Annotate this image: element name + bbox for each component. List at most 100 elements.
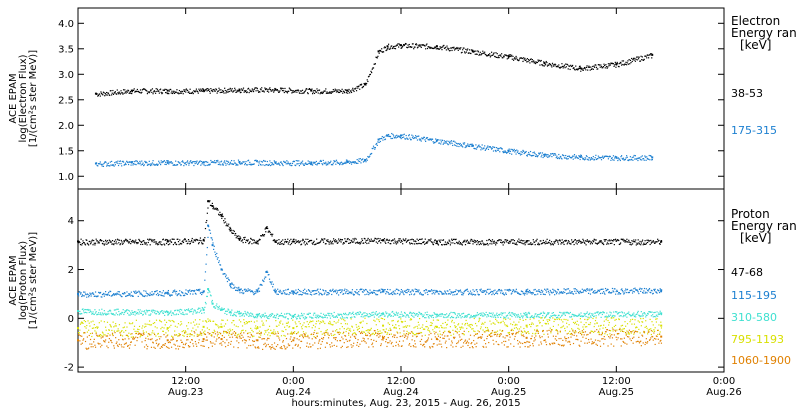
electron-point: [175, 160, 177, 162]
electron-point: [166, 161, 169, 164]
proton-point: [589, 315, 592, 317]
electron-point: [470, 49, 473, 51]
proton-point: [609, 242, 612, 245]
electron-point: [268, 91, 270, 93]
proton-point: [330, 290, 332, 292]
electron-point: [472, 51, 474, 53]
electron-point: [456, 46, 458, 49]
proton-point: [124, 310, 126, 312]
electron-point: [531, 154, 534, 157]
proton-point: [488, 239, 490, 241]
proton-point: [307, 293, 309, 295]
proton-point: [305, 293, 307, 295]
proton-point: [151, 332, 153, 334]
proton-point: [555, 291, 557, 293]
electron-point: [628, 58, 630, 61]
proton-point: [105, 326, 107, 328]
proton-point: [473, 316, 475, 318]
proton-point: [447, 242, 450, 245]
electron-point: [516, 149, 518, 151]
proton-point: [525, 242, 527, 244]
electron-point: [272, 89, 274, 91]
proton-point: [307, 313, 310, 316]
proton-point: [231, 232, 233, 234]
electron-point: [419, 44, 421, 46]
proton-point: [467, 313, 469, 316]
electron-point: [586, 65, 588, 67]
proton-point: [101, 312, 104, 314]
electron-point: [633, 154, 635, 157]
electron-point: [491, 54, 493, 56]
proton-point: [556, 240, 558, 242]
proton-point: [272, 313, 274, 315]
electron-point: [182, 93, 184, 95]
proton-point: [228, 334, 230, 336]
proton-point: [611, 316, 613, 318]
proton-point: [361, 238, 363, 240]
electron-point: [465, 48, 467, 51]
proton-point: [260, 283, 262, 286]
electron-point: [144, 88, 146, 90]
electron-point: [534, 62, 537, 65]
electron-point: [475, 148, 478, 150]
proton-point: [106, 313, 109, 315]
proton-point: [285, 293, 288, 295]
electron-point: [102, 165, 105, 168]
proton-point: [437, 243, 439, 245]
proton-point: [233, 314, 235, 316]
proton-point: [86, 242, 88, 244]
proton-point: [103, 292, 105, 295]
electron-point: [264, 160, 267, 162]
proton-point: [526, 293, 528, 295]
proton-point: [116, 330, 118, 332]
proton-point: [312, 290, 315, 292]
proton-point: [192, 327, 194, 329]
proton-point: [376, 294, 379, 296]
electron-point: [571, 65, 573, 67]
proton-point: [619, 243, 621, 245]
proton-point: [214, 307, 216, 309]
electron-point: [286, 91, 288, 93]
electron-point: [117, 164, 120, 167]
proton-point: [158, 335, 160, 338]
proton-point: [326, 239, 328, 241]
proton-point: [567, 288, 570, 290]
proton-point: [508, 311, 511, 314]
proton-point: [133, 311, 135, 314]
proton-point: [172, 238, 174, 240]
proton-point: [134, 292, 136, 294]
proton-point: [342, 317, 344, 319]
proton-point: [601, 312, 603, 314]
proton-point: [258, 290, 261, 292]
electron-point: [267, 89, 269, 91]
proton-point: [338, 314, 340, 316]
proton-point: [123, 313, 125, 316]
proton-point: [474, 240, 477, 242]
proton-point: [125, 334, 127, 337]
proton-point: [579, 290, 582, 292]
electron-point: [436, 47, 439, 50]
electron-point: [370, 153, 372, 155]
electron-point: [121, 165, 123, 167]
electron-point: [431, 138, 433, 140]
proton-point: [346, 289, 348, 291]
electron-ylabel-line: log(Electron Flux): [18, 54, 29, 142]
electron-point: [229, 163, 231, 165]
proton-point: [106, 293, 108, 296]
proton-point: [192, 241, 195, 243]
electron-point: [280, 88, 282, 90]
proton-point: [225, 225, 227, 227]
electron-point: [522, 60, 524, 63]
proton-point: [614, 315, 616, 317]
proton-point: [453, 291, 455, 293]
proton-point: [593, 241, 595, 243]
electron-point: [583, 158, 585, 161]
proton-point: [465, 241, 467, 243]
electron-point: [101, 165, 103, 167]
proton-point: [565, 240, 568, 242]
proton-point: [589, 243, 592, 245]
proton-point: [279, 314, 281, 316]
proton-point: [528, 289, 531, 292]
electron-point: [299, 162, 301, 165]
electron-point: [431, 138, 434, 140]
